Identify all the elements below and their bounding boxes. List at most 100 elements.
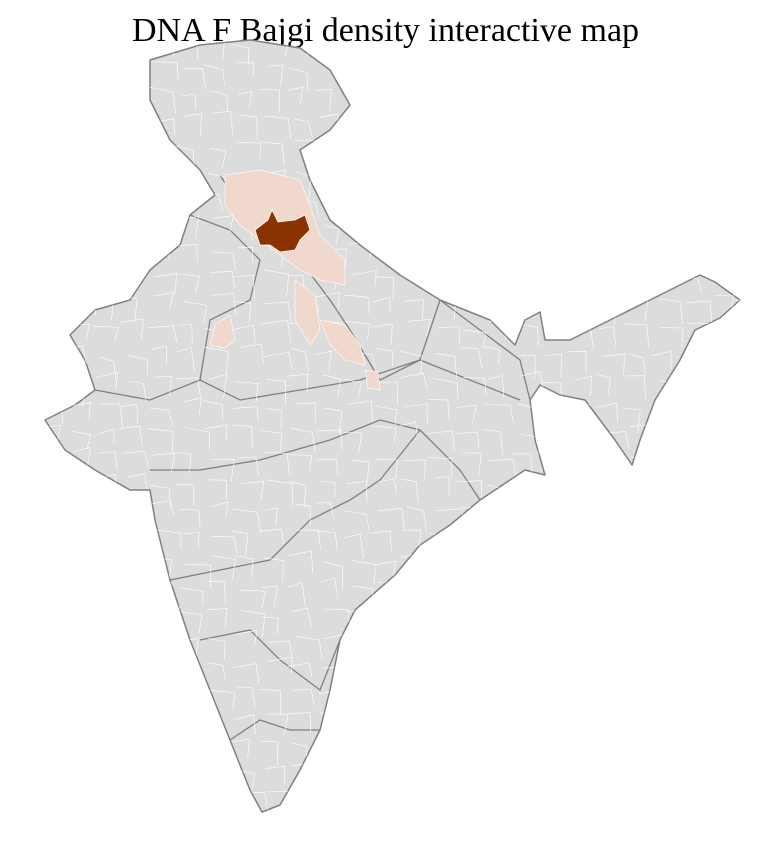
district-border (652, 268, 670, 290)
district-high[interactable] (254, 209, 311, 253)
district-border (631, 534, 650, 556)
district-border (376, 405, 398, 425)
district-border (544, 318, 568, 340)
district-border (456, 713, 476, 733)
district-border (515, 192, 542, 212)
district-border (343, 432, 363, 453)
district-border (93, 688, 109, 710)
district-border (738, 478, 740, 499)
district-border (346, 480, 368, 503)
district-border (261, 616, 279, 635)
district-border (128, 765, 149, 781)
district-border (657, 458, 685, 477)
district-border (625, 798, 644, 812)
district-border (547, 277, 572, 301)
district-border (539, 535, 562, 561)
high-density-districts[interactable] (254, 209, 311, 253)
district-border (45, 766, 65, 786)
district-border (124, 40, 145, 60)
district-border (710, 431, 735, 456)
district-border (148, 86, 176, 114)
district-border (64, 249, 84, 272)
district-border (512, 292, 535, 314)
district-low-up-central[interactable] (319, 319, 366, 366)
district-border (147, 428, 174, 455)
district-low-up-east[interactable] (364, 369, 381, 391)
district-border (182, 67, 206, 90)
district-border (624, 551, 640, 573)
district-border (212, 292, 237, 315)
district-border (485, 144, 507, 160)
district-border (266, 479, 294, 506)
district-border (68, 537, 93, 560)
district-border (708, 86, 733, 105)
district-border (547, 589, 573, 617)
district-border (373, 715, 401, 734)
district-border (601, 353, 626, 376)
district-border (685, 667, 714, 684)
district-border (680, 115, 703, 137)
district-border (517, 508, 539, 535)
district-border (512, 537, 537, 558)
district-border (544, 480, 570, 500)
district-border (148, 711, 173, 729)
district-border (120, 404, 139, 424)
district-border (377, 478, 398, 495)
district-border (375, 658, 395, 682)
district-border (124, 531, 152, 557)
district-border (684, 356, 705, 381)
district-border (657, 785, 673, 807)
district-border (742, 714, 765, 733)
district-border (184, 427, 211, 450)
district-border (344, 321, 370, 340)
district-border (570, 686, 596, 702)
district-border (100, 192, 126, 215)
district-border (45, 685, 67, 703)
district-border (236, 629, 258, 646)
district-border (122, 606, 146, 625)
district-border (736, 668, 740, 693)
district-border (461, 452, 482, 475)
district-border (406, 40, 428, 55)
district-border (568, 509, 586, 533)
district-border (45, 225, 54, 244)
district-border (625, 375, 646, 400)
district-border (288, 454, 312, 472)
district-border (434, 93, 452, 115)
district-border (210, 271, 235, 289)
district-border (712, 762, 735, 778)
district-border (316, 458, 338, 475)
district-border (65, 767, 89, 795)
district-border (568, 350, 587, 374)
district-border (406, 247, 427, 269)
district-border (319, 762, 344, 780)
district-border (518, 355, 536, 378)
district-border (184, 564, 212, 588)
district-border (207, 607, 228, 628)
district-border (511, 62, 529, 90)
district-border (574, 199, 591, 224)
district-border (434, 770, 456, 799)
district-low-rajasthan[interactable] (209, 314, 236, 349)
district-border (744, 639, 768, 665)
district-border (71, 430, 91, 449)
district-border (512, 686, 539, 708)
district-border (407, 58, 428, 74)
district-border (262, 507, 278, 526)
district-border (203, 717, 220, 740)
district-low-up-west[interactable] (294, 279, 321, 346)
district-border (657, 144, 684, 161)
district-border (263, 301, 293, 326)
district-border (176, 167, 195, 191)
district-border (371, 633, 391, 655)
district-border (459, 770, 483, 797)
district-border (119, 217, 146, 234)
district-border (153, 292, 174, 310)
district-border (736, 277, 740, 299)
district-border (99, 356, 117, 382)
district-border (456, 480, 483, 499)
district-border (568, 637, 594, 662)
district-border (345, 769, 365, 793)
district-border (629, 609, 645, 624)
